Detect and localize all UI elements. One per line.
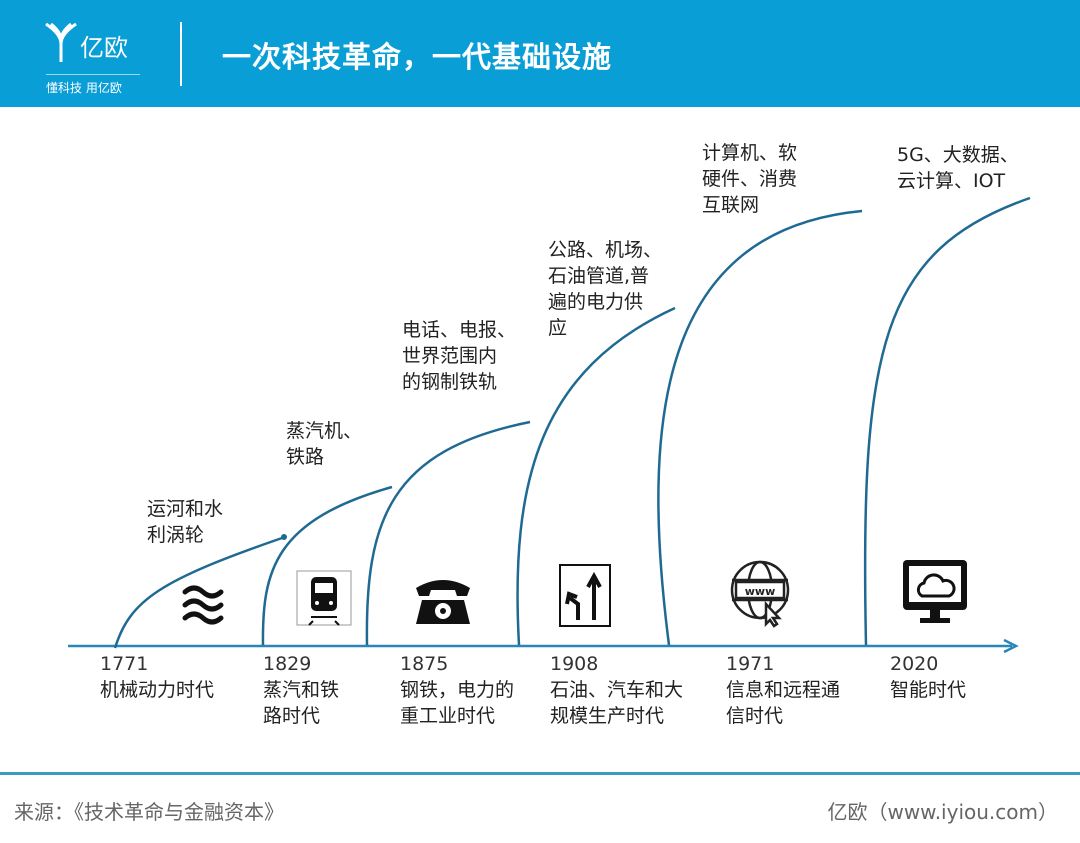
infra-label-4: 公路、机场、 石油管道,普 遍的电力供 应 (548, 239, 663, 339)
curve-junction (281, 534, 287, 540)
wave-curve-1 (113, 535, 286, 649)
infra-label-6: 5G、大数据、 云计算、IOT (897, 144, 1019, 192)
page-title: 一次科技革命，一代基础设施 (222, 40, 613, 74)
telephone-icon (416, 580, 470, 624)
year-1: 1771 (100, 653, 149, 675)
credit-note: 亿欧（www.iyiou.com） (827, 800, 1058, 824)
infra-label-2: 蒸汽机、 铁路 (286, 420, 363, 468)
year-2: 1829 (263, 653, 312, 675)
header-divider (180, 22, 182, 86)
era-5: 信息和远程通 信时代 (726, 679, 841, 727)
wave-curve-2 (261, 485, 393, 646)
axis-arrow-icon (1003, 638, 1019, 654)
wave-curve-3 (365, 420, 531, 646)
road-sign-icon (559, 564, 611, 627)
svg-text:www: www (745, 585, 776, 598)
wave-curve-5 (657, 209, 863, 646)
yiou-logo-icon (45, 22, 77, 62)
infra-label-3: 电话、电报、 世界范围内 的钢制铁轨 (402, 319, 517, 393)
era-4: 石油、汽车和大 规模生产时代 (550, 679, 684, 727)
era-3: 钢铁，电力的 重工业时代 (400, 679, 515, 727)
year-5: 1971 (726, 653, 775, 675)
wave-curve-4 (516, 306, 676, 646)
train-icon (296, 570, 352, 626)
waves-icon (182, 585, 224, 625)
infra-label-5: 计算机、软 硬件、消费 互联网 (702, 142, 798, 216)
year-3: 1875 (400, 653, 449, 675)
www-globe-icon: www (730, 560, 790, 628)
cloud-monitor-icon (903, 560, 967, 623)
brand-name: 亿欧 (80, 34, 128, 62)
year-4: 1908 (550, 653, 599, 675)
wave-curve-6 (863, 196, 1031, 646)
era-6: 智能时代 (890, 679, 967, 701)
footer-divider (0, 772, 1080, 775)
source-note: 来源：《技术革命与金融资本》 (14, 800, 284, 824)
era-2: 蒸汽和铁 路时代 (263, 679, 340, 727)
year-6: 2020 (890, 653, 939, 675)
era-1: 机械动力时代 (100, 679, 215, 701)
header-bar: 亿欧 懂科技 用亿欧 一次科技革命，一代基础设施 (0, 0, 1080, 107)
infra-label-1: 运河和水 利涡轮 (147, 498, 224, 546)
slogan: 懂科技 用亿欧 (46, 74, 140, 96)
